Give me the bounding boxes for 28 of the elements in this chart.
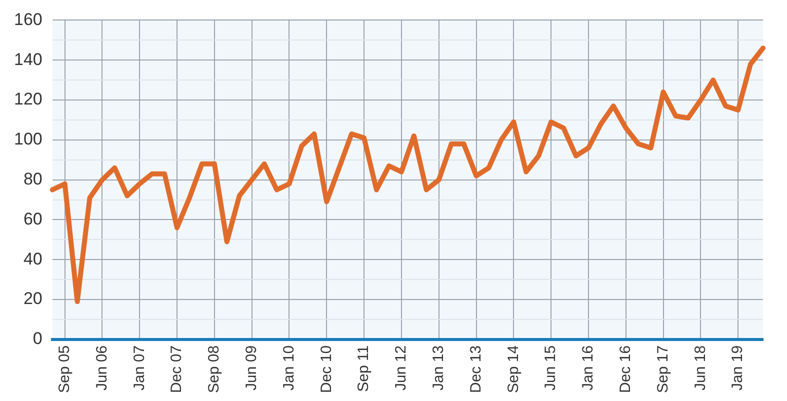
x-tick-label: Dec 13 [467, 345, 484, 393]
y-tick-label: 140 [14, 50, 42, 69]
x-tick-label: Jan 10 [280, 345, 298, 391]
x-tick-label: Sep 05 [56, 345, 73, 394]
y-tick-label: 120 [14, 90, 42, 109]
y-tick-label: 20 [23, 289, 42, 308]
x-tick-label: Jun 06 [93, 345, 110, 391]
y-tick-label: 40 [23, 249, 42, 268]
y-tick-label: 0 [32, 329, 42, 348]
y-tick-label: 160 [14, 10, 42, 29]
x-tick-label: Jan 16 [580, 345, 597, 391]
x-tick-label: Jun 12 [392, 345, 410, 391]
x-tick-label: Dec 16 [617, 345, 634, 393]
x-tick-label: Sep 17 [654, 345, 672, 394]
x-tick-label: Jun 15 [542, 345, 560, 391]
y-tick-label: 80 [23, 170, 42, 189]
x-tick-label: Sep 08 [206, 345, 223, 394]
x-tick-label: Jun 18 [692, 345, 709, 391]
x-tick-label: Jun 09 [242, 345, 260, 391]
x-tick-label: Jan 19 [729, 345, 746, 391]
y-tick-label: 100 [14, 130, 42, 149]
x-tick-label: Jan 07 [130, 345, 148, 391]
x-tick-label: Dec 10 [318, 345, 335, 393]
y-tick-label: 60 [23, 209, 42, 228]
x-tick-label: Sep 14 [504, 345, 522, 394]
x-tick-label: Jan 13 [430, 345, 447, 391]
x-tick-label: Sep 11 [355, 345, 372, 392]
x-tick-label: Dec 07 [168, 345, 186, 393]
